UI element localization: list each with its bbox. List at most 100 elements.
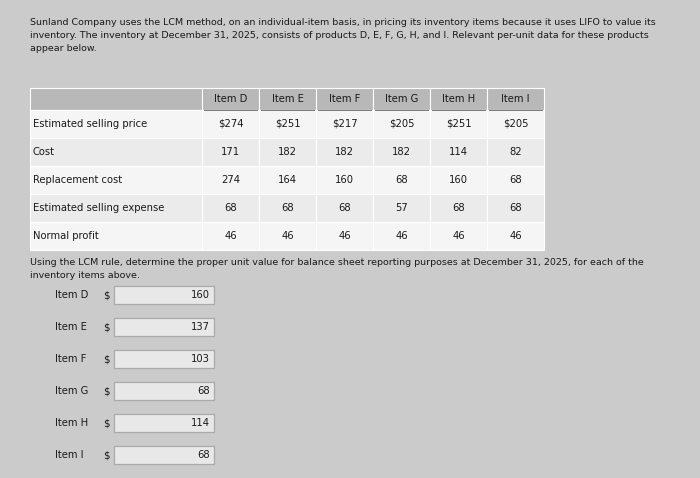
Text: Item D: Item D: [214, 94, 247, 104]
Bar: [259, 88, 316, 110]
Bar: [430, 110, 487, 138]
Bar: [430, 194, 487, 222]
Text: $: $: [103, 354, 109, 364]
Bar: [259, 222, 316, 250]
Text: 68: 68: [395, 175, 408, 185]
Text: 182: 182: [335, 147, 354, 157]
Bar: [114, 318, 214, 336]
Text: 68: 68: [509, 203, 522, 213]
Text: 160: 160: [335, 175, 354, 185]
Text: $: $: [103, 450, 109, 460]
Bar: [487, 138, 544, 166]
Text: 274: 274: [221, 175, 240, 185]
Text: $: $: [103, 322, 109, 332]
Text: 46: 46: [452, 231, 465, 241]
Text: 68: 68: [197, 386, 210, 396]
Text: $217: $217: [332, 119, 357, 129]
Text: $251: $251: [446, 119, 471, 129]
Bar: [316, 222, 373, 250]
Bar: [316, 194, 373, 222]
Bar: [202, 88, 259, 110]
Bar: [202, 110, 259, 138]
Text: Item E: Item E: [55, 322, 87, 332]
Bar: [30, 110, 202, 138]
Bar: [114, 382, 214, 400]
Bar: [487, 222, 544, 250]
Text: $: $: [103, 386, 109, 396]
Text: 137: 137: [191, 322, 210, 332]
Text: 82: 82: [509, 147, 522, 157]
Bar: [316, 88, 373, 110]
Text: Item H: Item H: [442, 94, 475, 104]
Text: 57: 57: [395, 203, 408, 213]
Bar: [373, 222, 430, 250]
Text: 46: 46: [395, 231, 408, 241]
Text: $205: $205: [389, 119, 414, 129]
Text: 68: 68: [197, 450, 210, 460]
Bar: [259, 194, 316, 222]
Bar: [30, 166, 202, 194]
Bar: [373, 88, 430, 110]
Bar: [202, 166, 259, 194]
Bar: [30, 88, 202, 110]
Text: Item F: Item F: [55, 354, 86, 364]
Bar: [30, 222, 202, 250]
Bar: [114, 446, 214, 464]
Text: 46: 46: [338, 231, 351, 241]
Text: Item I: Item I: [55, 450, 83, 460]
Text: Estimated selling expense: Estimated selling expense: [33, 203, 164, 213]
Text: Using the LCM rule, determine the proper unit value for balance sheet reporting : Using the LCM rule, determine the proper…: [30, 258, 644, 280]
Text: 46: 46: [281, 231, 294, 241]
Bar: [373, 194, 430, 222]
Bar: [259, 166, 316, 194]
Bar: [30, 194, 202, 222]
Text: Cost: Cost: [33, 147, 55, 157]
Text: Item G: Item G: [385, 94, 418, 104]
Text: 68: 68: [452, 203, 465, 213]
Text: Sunland Company uses the LCM method, on an individual-item basis, in pricing its: Sunland Company uses the LCM method, on …: [30, 18, 656, 53]
Text: Item G: Item G: [55, 386, 88, 396]
Bar: [114, 414, 214, 432]
Text: $274: $274: [218, 119, 244, 129]
Text: $: $: [103, 418, 109, 428]
Text: Item D: Item D: [55, 290, 88, 300]
Text: 114: 114: [449, 147, 468, 157]
Bar: [430, 222, 487, 250]
Text: Estimated selling price: Estimated selling price: [33, 119, 147, 129]
Text: Item I: Item I: [501, 94, 530, 104]
Text: 182: 182: [392, 147, 411, 157]
Text: 68: 68: [224, 203, 237, 213]
Bar: [30, 138, 202, 166]
Bar: [316, 138, 373, 166]
Bar: [259, 110, 316, 138]
Text: Item H: Item H: [55, 418, 88, 428]
Bar: [373, 166, 430, 194]
Text: 46: 46: [224, 231, 237, 241]
Bar: [114, 286, 214, 304]
Bar: [114, 350, 214, 368]
Text: 68: 68: [281, 203, 294, 213]
Bar: [487, 166, 544, 194]
Bar: [202, 138, 259, 166]
Text: Item F: Item F: [329, 94, 360, 104]
Bar: [430, 88, 487, 110]
Text: 103: 103: [191, 354, 210, 364]
Text: $205: $205: [503, 119, 528, 129]
Bar: [430, 166, 487, 194]
Bar: [487, 88, 544, 110]
Text: 160: 160: [449, 175, 468, 185]
Text: 164: 164: [278, 175, 297, 185]
Text: 114: 114: [191, 418, 210, 428]
Bar: [373, 138, 430, 166]
Text: Normal profit: Normal profit: [33, 231, 99, 241]
Text: 46: 46: [509, 231, 522, 241]
Bar: [430, 138, 487, 166]
Text: 68: 68: [509, 175, 522, 185]
Bar: [202, 194, 259, 222]
Bar: [373, 110, 430, 138]
Bar: [487, 110, 544, 138]
Text: 68: 68: [338, 203, 351, 213]
Bar: [316, 110, 373, 138]
Text: Replacement cost: Replacement cost: [33, 175, 122, 185]
Text: Item E: Item E: [272, 94, 303, 104]
